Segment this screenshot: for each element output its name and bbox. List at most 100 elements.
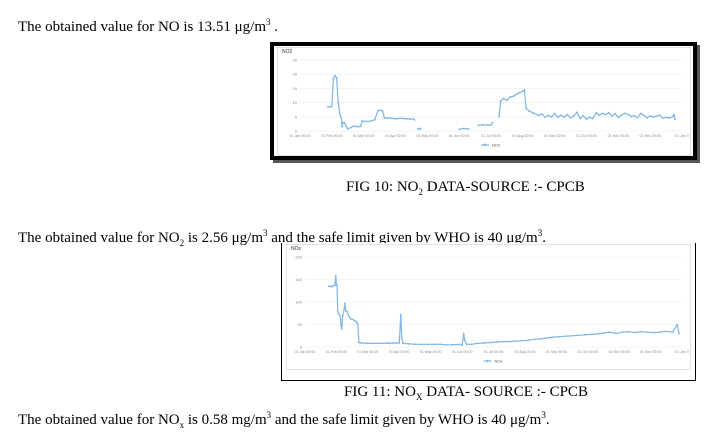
data-point [353, 124, 356, 127]
data-point [349, 317, 352, 320]
data-point [506, 99, 508, 102]
no2-line-chart: 0 5 10 15 20 25 01 Jan 00:00 01 Feb 00:00 01 Mar… [290, 58, 689, 148]
x-tick-label: 01 Aug 00:00 [512, 134, 533, 138]
no-value-text: The obtained value for NO is 13.51 μg/m3… [18, 17, 278, 35]
data-point [386, 117, 389, 119]
data-point [639, 112, 642, 115]
data-point [652, 331, 655, 334]
data-point [553, 112, 556, 115]
data-point [490, 124, 492, 126]
data-point [343, 302, 346, 305]
x-tick-label: 01 Mar 00:00 [357, 350, 378, 354]
data-point [563, 116, 566, 118]
x-tick-label: 01 May 00:00 [420, 350, 442, 354]
x-tick-label: 01 Jun 00:00 [449, 134, 470, 138]
data-point [646, 331, 649, 334]
data-point [385, 342, 388, 344]
nox-value-text: The obtained value for NOx is 0.58 mg/m3… [18, 410, 550, 430]
nox-line-chart: 0 50 100 150 200 01 Jan 00:00 01 Feb 00:00 01 M… [295, 255, 689, 364]
data-point [633, 331, 636, 334]
data-point [665, 116, 667, 119]
data-point [546, 337, 548, 339]
data-point [508, 340, 511, 343]
data-point [402, 117, 405, 120]
data-point [398, 342, 401, 344]
legend-marker [483, 143, 487, 147]
data-point [615, 332, 617, 335]
y-tick-label: 150 [295, 277, 302, 282]
x-tick-label: 01 Oct 00:00 [576, 134, 597, 138]
x-tick-label: 01 Apr 00:00 [385, 134, 405, 138]
x-tick-label: 01 Jan 0 [675, 134, 689, 138]
data-point [369, 120, 371, 123]
data-point [520, 339, 523, 342]
data-point [340, 324, 343, 327]
data-point [355, 321, 358, 324]
x-tick-label: 01 Aug 00:00 [514, 350, 535, 354]
data-point [621, 331, 624, 334]
y-tick-label: 0 [295, 129, 298, 134]
x-tick-label: 01 Sep 00:00 [546, 350, 567, 354]
x-tick-label: 01 Nov 00:00 [608, 134, 629, 138]
data-point [332, 284, 335, 287]
data-point [533, 338, 536, 341]
data-point [356, 323, 359, 326]
data-point [589, 333, 592, 336]
data-point [344, 310, 347, 312]
data-point [521, 90, 524, 93]
data-point [373, 342, 376, 345]
data-point [413, 119, 416, 121]
y-tick-label: 50 [298, 322, 303, 327]
data-point [341, 125, 343, 128]
data-point [395, 342, 398, 344]
data-point [416, 127, 419, 130]
data-point [560, 114, 562, 116]
data-point [598, 114, 601, 116]
data-point [359, 125, 362, 128]
figure-11-caption: FIG 11: NOX DATA- SOURCE :- CPCB [344, 384, 588, 402]
data-point [499, 100, 502, 103]
data-point [528, 110, 531, 113]
data-point [566, 113, 569, 116]
data-point [338, 113, 341, 115]
data-point [626, 113, 629, 116]
data-point [463, 339, 466, 342]
data-point [360, 342, 363, 344]
data-point [366, 342, 369, 345]
data-point [388, 342, 391, 345]
data-point [396, 117, 398, 120]
data-point [418, 128, 421, 131]
data-point [588, 116, 591, 119]
data-point [541, 113, 543, 115]
data-point [327, 105, 329, 108]
no2-value-text: The obtained value for NO2 is 2.56 μg/m3… [18, 228, 546, 248]
data-point [408, 118, 411, 120]
data-point [604, 113, 607, 116]
data-point [405, 117, 408, 120]
data-point [462, 332, 465, 335]
data-point [482, 123, 484, 126]
data-point [571, 334, 573, 337]
data-point [498, 115, 500, 118]
series-line [328, 275, 680, 346]
data-point [489, 341, 492, 344]
data-point [558, 335, 561, 338]
figure-11-frame: NOx 0 50 100 150 200 01 Jan 00:00 01 Feb 00:00… [281, 243, 696, 381]
data-point [544, 116, 547, 119]
data-point [338, 313, 341, 316]
y-tick-label: 200 [295, 255, 302, 260]
data-point [458, 128, 461, 131]
data-point [467, 128, 470, 130]
data-point [620, 114, 623, 116]
data-point [623, 112, 626, 115]
x-tick-label: 01 Apr 00:00 [389, 350, 409, 354]
data-point [547, 114, 550, 117]
data-point [348, 315, 350, 318]
data-point [351, 318, 354, 320]
y-tick-label: 100 [295, 300, 302, 305]
data-point [591, 117, 594, 120]
data-point [646, 117, 648, 119]
data-point [463, 127, 465, 130]
data-point [652, 116, 655, 118]
data-point [491, 121, 494, 124]
